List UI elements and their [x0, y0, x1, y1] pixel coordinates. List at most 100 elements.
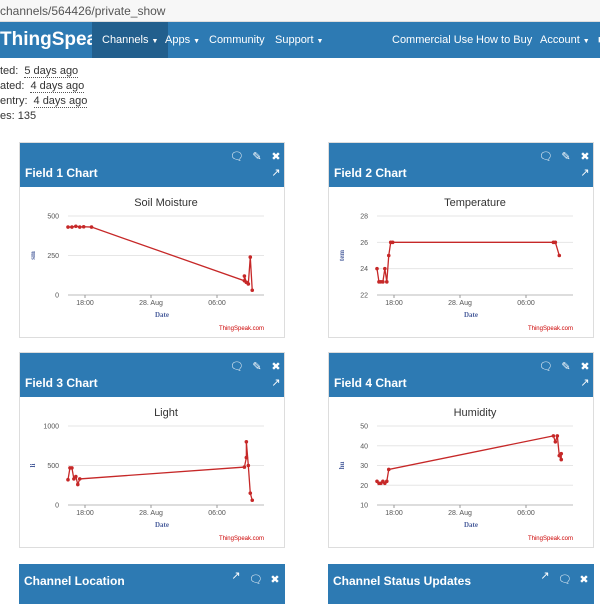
- external-link-icon[interactable]: ↗: [540, 570, 550, 582]
- panel-title: Channel Status Updates: [333, 574, 472, 588]
- panel-channel-status: Channel Status Updates ↗ 🗨 ✖: [328, 564, 594, 604]
- nav-account[interactable]: Account ▼: [530, 22, 600, 58]
- pencil-icon[interactable]: ✎: [252, 361, 262, 373]
- data-point: [553, 240, 558, 245]
- comment-icon[interactable]: 🗨: [230, 361, 244, 373]
- data-point: [74, 474, 78, 479]
- address-bar[interactable]: channels/564426/private_show: [0, 0, 600, 22]
- nav-support[interactable]: Support ▼: [265, 22, 333, 58]
- y-tick-label: 40: [360, 443, 368, 450]
- data-point: [242, 274, 247, 278]
- comment-icon[interactable]: 🗨: [539, 151, 553, 163]
- data-point: [66, 477, 70, 482]
- caret-down-icon: ▼: [193, 38, 201, 45]
- comment-icon[interactable]: 🗨: [230, 151, 244, 163]
- y-tick-label: 28: [360, 214, 368, 221]
- data-point: [242, 465, 247, 469]
- data-point: [383, 266, 387, 271]
- data-point: [375, 266, 379, 271]
- close-icon[interactable]: ✖: [270, 574, 280, 586]
- panel-field-4: Field 4 Chart 🗨 ✎ ✖ ↗ Humidity 10 20 30 40 50…: [328, 352, 594, 548]
- nav-how-to-buy[interactable]: How to Buy: [466, 22, 542, 58]
- external-link-icon[interactable]: ↗: [580, 167, 590, 179]
- close-icon[interactable]: ✖: [580, 151, 590, 163]
- close-icon[interactable]: ✖: [271, 151, 281, 163]
- external-link-icon[interactable]: ↗: [580, 377, 590, 389]
- comment-icon[interactable]: 🗨: [539, 361, 553, 373]
- data-point: [77, 477, 82, 481]
- panel-channel-location: Channel Location ↗ 🗨 ✖: [19, 564, 285, 604]
- pencil-icon[interactable]: ✎: [252, 151, 262, 163]
- external-link-icon[interactable]: ↗: [271, 167, 281, 179]
- external-link-icon[interactable]: ↗: [231, 570, 241, 582]
- y-tick-label: 10: [360, 503, 368, 510]
- x-tick-label: 28. Aug: [448, 300, 472, 307]
- data-point: [385, 280, 389, 284]
- chart-svg: Soil Moisture 0 250 500 18:00 28. Aug 06:00 Dat…: [29, 197, 264, 332]
- data-point: [81, 224, 86, 229]
- data-point: [557, 253, 562, 258]
- chart-title: Temperature: [444, 197, 506, 209]
- data-point: [559, 457, 564, 462]
- external-link-icon[interactable]: ↗: [271, 377, 281, 389]
- x-tick-label: 18:00: [76, 510, 94, 517]
- panel-title: Field 4 Chart: [334, 376, 407, 390]
- comment-icon[interactable]: 🗨: [249, 574, 263, 586]
- meta-label: es: 135: [0, 110, 37, 122]
- meta-value: 4 days ago: [30, 80, 85, 93]
- y-tick-label: 0: [55, 503, 59, 510]
- chart-area: Temperature 22 24 26 28 18:00 28. Aug 06:00 Date…: [332, 190, 588, 334]
- data-point: [559, 451, 564, 456]
- nav-overflow-icon[interactable]: ■: [588, 22, 600, 58]
- y-axis-label: sm: [29, 251, 37, 260]
- pencil-icon[interactable]: ✎: [561, 151, 571, 163]
- close-icon[interactable]: ✖: [580, 361, 590, 373]
- x-tick-label: 28. Aug: [139, 300, 163, 307]
- brand-name: ThingSpeak: [0, 29, 108, 50]
- close-icon[interactable]: ✖: [271, 361, 281, 373]
- nav-apps[interactable]: Apps ▼: [155, 22, 210, 58]
- chart-area: Light 0 500 1000 18:00 28. Aug 06:00 Date li Thin…: [23, 400, 279, 544]
- chart-svg: Temperature 22 24 26 28 18:00 28. Aug 06:00 Date…: [338, 197, 573, 332]
- chart-credit: ThingSpeak.com: [528, 536, 573, 542]
- y-tick-label: 50: [360, 424, 368, 431]
- x-axis-label: Date: [155, 311, 169, 319]
- y-tick-label: 22: [360, 293, 368, 300]
- nav-support-label: Support: [275, 34, 314, 46]
- data-point: [250, 288, 255, 293]
- x-tick-label: 06:00: [208, 510, 226, 517]
- y-tick-label: 26: [360, 240, 368, 247]
- data-point: [244, 455, 249, 460]
- nav-commercial-use[interactable]: Commercial Use: [382, 22, 483, 58]
- close-icon[interactable]: ✖: [579, 574, 589, 586]
- comment-icon[interactable]: 🗨: [558, 574, 572, 586]
- nav-community[interactable]: Community: [199, 22, 275, 58]
- panel-title: Field 3 Chart: [25, 376, 98, 390]
- chart-credit: ThingSpeak.com: [528, 326, 573, 332]
- caret-down-icon: ▼: [316, 38, 324, 45]
- x-tick-label: 28. Aug: [139, 510, 163, 517]
- x-axis-label: Date: [155, 521, 169, 529]
- data-point: [246, 282, 251, 286]
- x-axis-label: Date: [464, 311, 478, 319]
- chart-title: Humidity: [454, 407, 497, 419]
- data-point: [244, 440, 249, 444]
- x-tick-label: 18:00: [385, 300, 403, 307]
- series-line: [68, 225, 253, 291]
- meta-created: ted: 5 days ago: [0, 64, 87, 79]
- data-point: [246, 463, 251, 468]
- data-point: [381, 280, 385, 284]
- pencil-icon[interactable]: ✎: [561, 361, 571, 373]
- data-point: [385, 479, 389, 484]
- nav-channels[interactable]: Channels ▼: [92, 22, 169, 58]
- meta-label: ated:: [0, 80, 25, 92]
- y-tick-label: 500: [47, 463, 59, 470]
- meta-entries: es: 135: [0, 109, 87, 124]
- x-tick-label: 06:00: [517, 300, 535, 307]
- top-navbar: ThingSpeak™ Channels▼ Apps▼ Community Su…: [0, 22, 600, 58]
- y-tick-label: 500: [47, 214, 59, 221]
- data-point: [390, 240, 395, 245]
- panel-title: Field 2 Chart: [334, 166, 407, 180]
- data-point: [70, 225, 74, 229]
- y-tick-label: 250: [47, 253, 59, 260]
